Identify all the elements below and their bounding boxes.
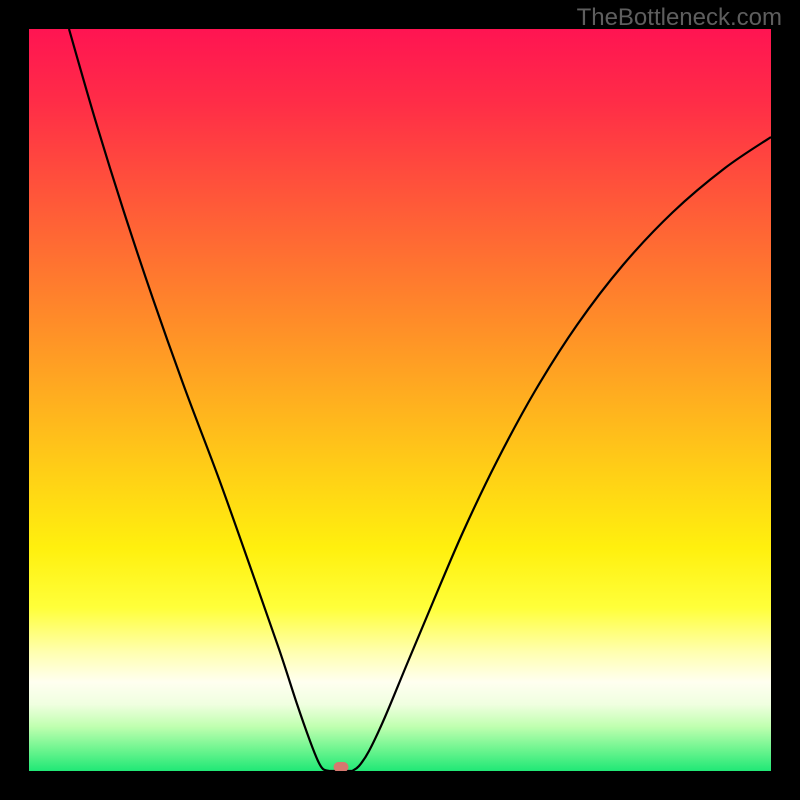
watermark-text: TheBottleneck.com	[577, 4, 782, 32]
bottleneck-curve	[29, 29, 771, 771]
plot-area	[29, 29, 771, 771]
minimum-marker	[334, 762, 349, 771]
